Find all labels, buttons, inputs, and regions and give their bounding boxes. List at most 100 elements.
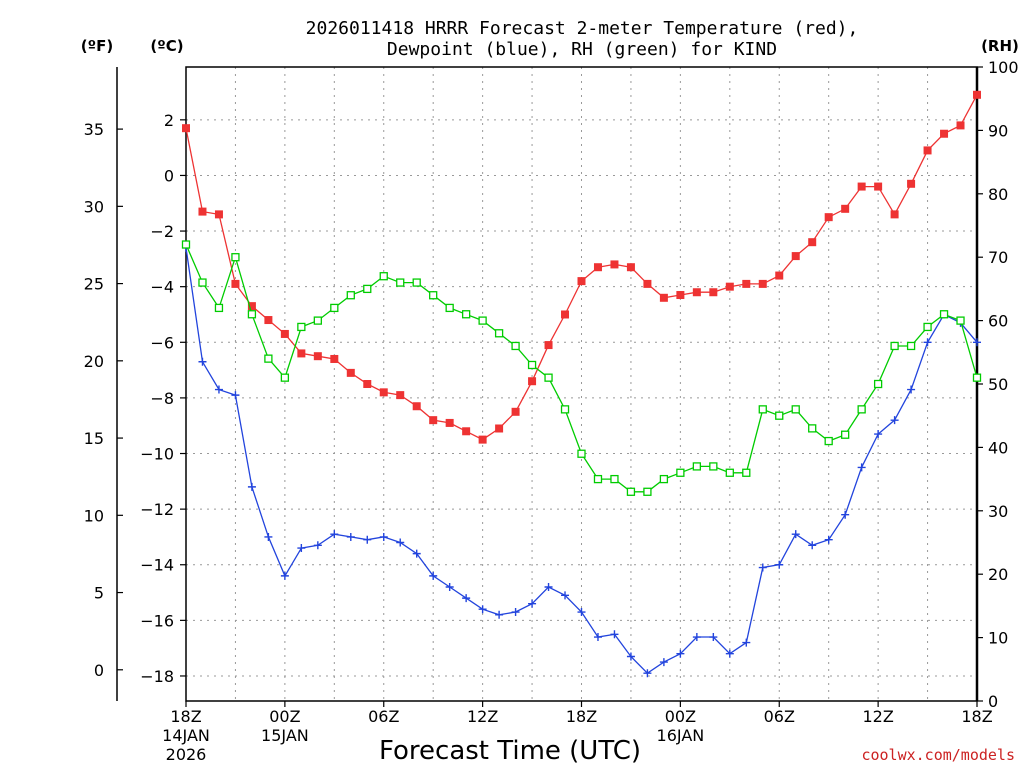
rh-point xyxy=(330,303,339,313)
chart-subtitle: Dewpoint (blue), RH (green) for KIND xyxy=(387,39,777,60)
celsius-tick-label: 0 xyxy=(164,166,174,185)
temperature-point xyxy=(907,179,916,188)
temperature-point xyxy=(725,282,734,291)
dewpoint-point xyxy=(890,416,899,425)
dewpoint-series xyxy=(182,243,981,678)
x-tick-label: 06Z xyxy=(764,707,795,726)
temperature-point xyxy=(280,329,289,338)
rh-point xyxy=(775,411,784,420)
rh-point xyxy=(692,462,702,471)
rh-point xyxy=(873,379,883,389)
dewpoint-point xyxy=(709,633,718,642)
temperature-point xyxy=(791,252,800,261)
celsius-tick-label: −6 xyxy=(150,333,174,352)
temperature-point xyxy=(841,204,850,213)
dewpoint-point xyxy=(247,482,256,491)
temperature-point xyxy=(264,316,273,325)
credit-text: coolwx.com/models xyxy=(861,746,1015,764)
temperature-point xyxy=(528,377,537,386)
temperature-point xyxy=(857,182,866,191)
temperature-line xyxy=(185,94,978,441)
ticks: 20−2−4−6−8−10−12−14−16−18353025201510501… xyxy=(84,58,1019,764)
rh-point xyxy=(676,468,685,477)
temperature-point xyxy=(676,291,685,300)
temperature-series xyxy=(182,90,981,444)
rh-point xyxy=(626,487,636,496)
x-tick-label: 18Z xyxy=(961,707,992,726)
rh-point xyxy=(841,430,850,439)
dewpoint-point xyxy=(973,338,981,347)
dewpoint-point xyxy=(659,658,668,667)
rh-point xyxy=(478,316,487,325)
rh-point xyxy=(577,449,586,458)
rh-tick-label: 50 xyxy=(988,375,1008,394)
rh-unit-label: (RH) xyxy=(981,37,1019,55)
rh-point xyxy=(742,468,751,477)
dewpoint-point xyxy=(643,669,652,678)
celsius-tick-label: −18 xyxy=(140,667,174,686)
rh-tick-label: 70 xyxy=(988,248,1008,267)
celsius-tick-label: −14 xyxy=(140,556,174,575)
dewpoint-point xyxy=(808,541,817,550)
rh-point xyxy=(198,278,207,287)
dewpoint-point xyxy=(824,535,833,544)
fahrenheit-unit-label: (ºF) xyxy=(81,37,113,55)
temperature-point xyxy=(297,349,306,358)
dewpoint-point xyxy=(791,530,800,539)
rh-point xyxy=(643,487,652,496)
temperature-point xyxy=(577,277,586,286)
fahrenheit-tick-label: 30 xyxy=(84,197,104,216)
temperature-point xyxy=(511,407,520,416)
dewpoint-point xyxy=(214,385,223,394)
rh-point xyxy=(593,474,603,484)
celsius-tick-label: −2 xyxy=(150,222,174,241)
rh-tick-label: 40 xyxy=(988,438,1008,457)
rh-point xyxy=(247,310,257,319)
temperature-point xyxy=(890,210,899,219)
celsius-tick-label: 2 xyxy=(164,111,174,130)
rh-point xyxy=(412,278,421,287)
dewpoint-point xyxy=(907,385,916,394)
rh-point xyxy=(396,278,405,287)
celsius-tick-label: −4 xyxy=(150,278,174,297)
rh-tick-label: 30 xyxy=(988,502,1008,521)
rh-tick-label: 90 xyxy=(988,121,1008,140)
rh-point xyxy=(659,474,669,484)
temperature-point xyxy=(478,435,487,444)
x-tick-date-label: 14JAN xyxy=(162,726,210,745)
fahrenheit-tick-label: 10 xyxy=(84,506,104,525)
dewpoint-point xyxy=(758,563,767,572)
x-tick-label: 12Z xyxy=(862,707,893,726)
dewpoint-point xyxy=(478,605,487,614)
temperature-point xyxy=(610,260,619,269)
rh-point xyxy=(181,240,191,249)
dewpoint-point xyxy=(495,610,504,619)
temperature-point xyxy=(709,288,718,297)
x-tick-label: 18Z xyxy=(170,707,201,726)
temperature-point xyxy=(214,210,223,219)
dewpoint-point xyxy=(330,530,339,539)
rh-point xyxy=(494,329,504,338)
temperature-point xyxy=(973,90,981,99)
temperature-point xyxy=(659,293,668,302)
dewpoint-point xyxy=(775,560,784,569)
dewpoint-point xyxy=(198,357,207,366)
rh-point xyxy=(379,272,388,281)
rh-point xyxy=(791,405,800,414)
temperature-point xyxy=(692,288,701,297)
dewpoint-point xyxy=(264,532,273,541)
rh-point xyxy=(725,468,734,477)
rh-point xyxy=(939,310,949,319)
dewpoint-point xyxy=(923,338,932,347)
rh-tick-label: 10 xyxy=(988,629,1008,648)
temperature-point xyxy=(396,391,405,400)
rh-point xyxy=(956,316,965,325)
temperature-point xyxy=(231,279,240,288)
dewpoint-point xyxy=(396,538,405,547)
dewpoint-point xyxy=(593,633,602,642)
rh-point xyxy=(544,373,553,382)
dewpoint-point xyxy=(429,571,438,580)
rh-point xyxy=(890,341,899,351)
temperature-point xyxy=(379,388,388,397)
